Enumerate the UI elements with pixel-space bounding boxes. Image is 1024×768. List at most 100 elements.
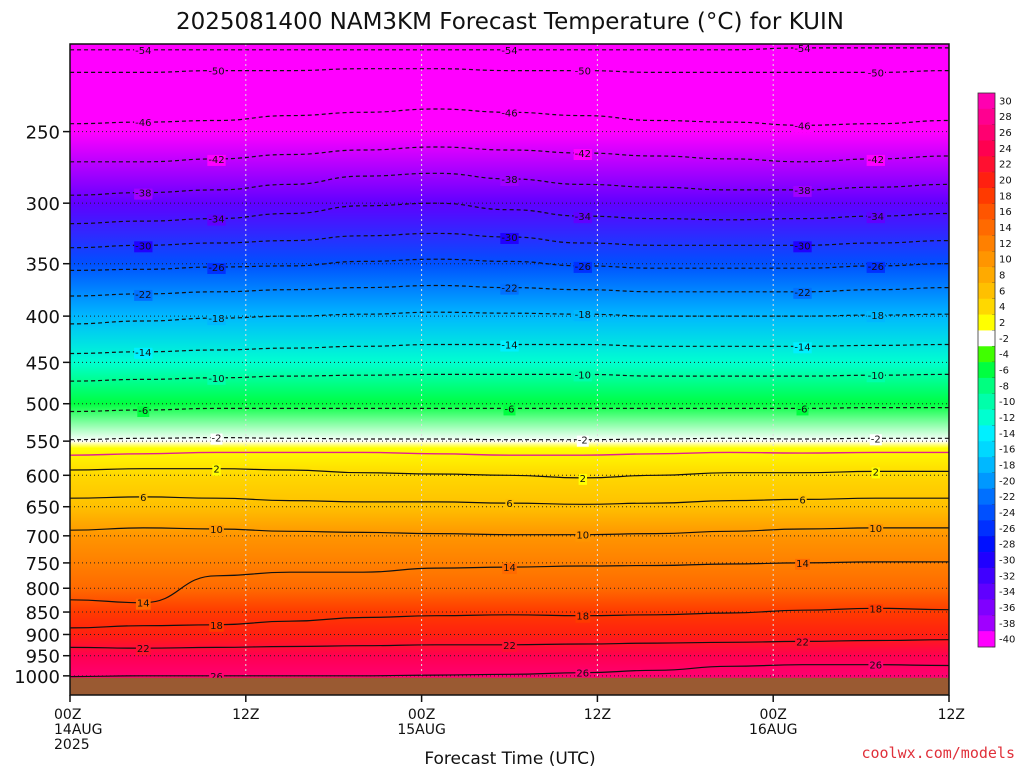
contour-label-bg: [575, 530, 591, 542]
contour-label: -26: [208, 263, 224, 274]
colorbar-cell: [978, 251, 995, 268]
contour-label-bg: [793, 121, 812, 133]
y-tick-label: 400: [26, 307, 60, 328]
contour-label: -38: [501, 175, 517, 186]
contour-label: 18: [576, 612, 589, 623]
contour-label-bg: [866, 371, 885, 383]
contour-label: -54: [135, 46, 151, 57]
colorbar-label: -18: [999, 460, 1015, 471]
colorbar-cell: [978, 93, 995, 110]
y-tick-label: 1000: [14, 667, 60, 688]
colorbar-cell: [978, 488, 995, 505]
colorbar-label: 6: [999, 286, 1005, 297]
contour-label: 26: [210, 672, 223, 683]
contour-label-bg: [795, 637, 810, 649]
contour-label: 14: [137, 599, 150, 610]
colorbar-label: -4: [999, 350, 1009, 361]
x-tick-label: 00Z: [408, 707, 435, 723]
contour-label-bg: [793, 44, 812, 55]
contour-label-bg: [871, 467, 880, 479]
colorbar-label: 12: [999, 239, 1012, 250]
contour-label-bg: [866, 154, 885, 166]
colorbar-cell: [978, 393, 995, 410]
temperature-field: [70, 44, 949, 695]
colorbar-label: -6: [999, 366, 1009, 377]
colorbar-label: 18: [999, 191, 1012, 202]
contour-label-bg: [866, 212, 885, 224]
contour-label: -50: [575, 67, 591, 78]
contour-label-bg: [134, 118, 153, 130]
colorbar-cell: [978, 536, 995, 553]
contour-label-bg: [207, 263, 226, 274]
colorbar-cell: [978, 172, 995, 189]
contour-label-bg: [573, 149, 592, 160]
contour-label: 10: [869, 524, 882, 535]
colorbar-label: -36: [999, 603, 1015, 614]
contour-label: -6: [505, 404, 515, 415]
x-tick-label: 12Z: [584, 707, 611, 723]
contour-label-bg: [866, 261, 885, 273]
contour-label: -10: [868, 371, 884, 382]
colorbar-label: 22: [999, 160, 1012, 171]
contour-label-bg: [500, 108, 519, 120]
contour-lines: -54 -54 -54 -50 -50 -50 -46 -46 -46 -42 -42 -42 -38 -…: [70, 44, 949, 683]
contour-label: 2: [873, 467, 879, 478]
contour-label-bg: [575, 668, 591, 680]
colorbar-label: -14: [999, 429, 1015, 440]
contour-label-bg: [868, 523, 884, 535]
colorbar-cell: [978, 457, 995, 474]
chart-title: 2025081400 NAM3KM Forecast Temperature (…: [176, 9, 844, 35]
colorbar-label: -24: [999, 508, 1015, 519]
contour-label-bg: [134, 241, 153, 253]
colorbar-frame: [977, 92, 996, 648]
contour-label: 2: [580, 474, 586, 485]
colorbar-label: 16: [999, 207, 1012, 218]
colorbar-label: -8: [999, 381, 1009, 392]
contour-label-bg: [134, 347, 153, 359]
colorbar-label: 26: [999, 128, 1012, 139]
contour-label-bg: [868, 660, 884, 672]
colorbar-cell: [978, 140, 995, 157]
contour-label: -50: [208, 67, 224, 78]
y-tick-label: 300: [26, 194, 60, 215]
contour-label-bg: [500, 283, 519, 295]
contour-label: -2: [578, 436, 588, 447]
contour-label-bg: [866, 311, 885, 323]
colorbar-cell: [978, 520, 995, 537]
contour-label-bg: [135, 644, 151, 656]
contour-label: 22: [503, 641, 516, 652]
contour-label: -10: [575, 370, 591, 381]
contour-label-bg: [793, 185, 812, 197]
colorbar-label: -26: [999, 524, 1015, 535]
contour-label-bg: [573, 370, 592, 382]
contour-label-bg: [137, 406, 150, 417]
contour-label-bg: [135, 598, 151, 610]
contour-label: -10: [208, 374, 224, 385]
colorbar-cell: [978, 583, 995, 600]
colorbar-label: -12: [999, 413, 1015, 424]
contour-label: -54: [501, 46, 517, 57]
colorbar-cell: [978, 472, 995, 490]
y-tick-label: 750: [26, 554, 60, 575]
contour-label: 6: [140, 493, 146, 504]
contour-label-bg: [866, 68, 885, 80]
colorbar-cell: [978, 552, 995, 569]
contour-label-bg: [798, 495, 807, 507]
contour-label-bg: [573, 310, 592, 322]
x-tick-label: 16AUG: [749, 722, 798, 738]
y-tick-label: 700: [26, 527, 60, 548]
x-tick-label: 15AUG: [397, 722, 446, 738]
contour-label-bg: [134, 188, 153, 200]
contour-label: -30: [794, 241, 810, 252]
colorbar-cell: [978, 124, 995, 141]
contour-label-bg: [500, 174, 519, 186]
contour-label: -46: [135, 118, 151, 129]
colorbar-cell: [978, 187, 995, 205]
contour-label-bg: [500, 45, 519, 57]
colorbar-cell: [978, 362, 995, 379]
contour-label-bg: [500, 340, 519, 352]
contour-label: -46: [794, 121, 810, 132]
colorbar-label: -38: [999, 619, 1015, 630]
contour-label: -50: [868, 68, 884, 79]
contour-label-bg: [209, 620, 224, 632]
